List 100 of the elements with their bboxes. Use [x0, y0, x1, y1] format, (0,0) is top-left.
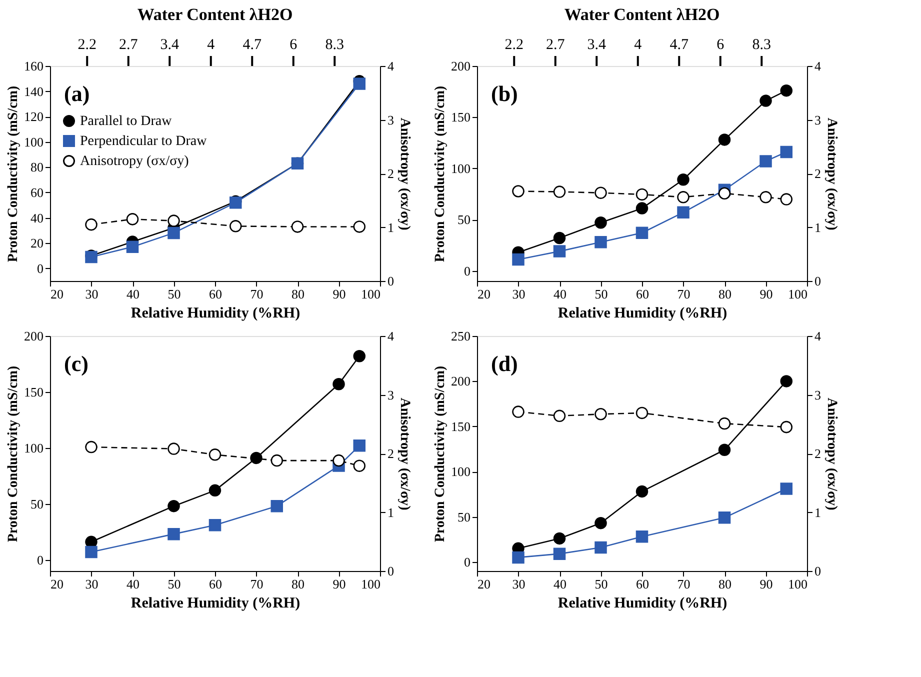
- y-tick-label: 200: [451, 374, 470, 389]
- annotation: (a): [64, 81, 90, 106]
- text: 3.4: [587, 37, 606, 53]
- x-tick-label: 70: [677, 286, 690, 302]
- x-tick-label: 20: [50, 576, 64, 592]
- y-tick-label: 100: [24, 440, 44, 456]
- x-tick-label: 30: [85, 286, 98, 302]
- x-tick-label: 30: [512, 576, 526, 592]
- y-tick-label: 40: [30, 210, 44, 226]
- x-tick-label: 60: [636, 576, 649, 592]
- y-tick-label: 160: [24, 58, 44, 74]
- x-axis-title: Relative Humidity (%RH): [558, 596, 728, 612]
- y-tick-label: 50: [458, 212, 470, 228]
- y2-tick-label: 0: [388, 274, 394, 288]
- x2-axis-title: Water Content λH2O: [564, 5, 720, 24]
- x-tick-label: 50: [594, 576, 608, 592]
- y2-tick-label: 2: [814, 166, 821, 181]
- x-tick-label: 80: [292, 576, 304, 592]
- annotation: (c): [64, 351, 88, 376]
- text: 4: [634, 37, 642, 53]
- x-tick-label: 100: [788, 286, 808, 302]
- text: 4: [207, 37, 216, 53]
- x-axis-title: Relative Humidity (%RH): [130, 306, 300, 322]
- x-tick-label: 100: [361, 286, 380, 302]
- text: 2.7: [546, 37, 566, 53]
- x-axis-title: Relative Humidity (%RH): [558, 306, 728, 322]
- text: 3.4: [160, 37, 180, 53]
- y-tick-label: 150: [451, 110, 470, 125]
- y2-axis-title: Anisotropy (σx/σy): [397, 398, 412, 511]
- y-tick-label: 140: [24, 84, 44, 99]
- text: 6: [716, 37, 725, 53]
- y2-tick-label: 4: [814, 58, 822, 74]
- y-tick-label: 120: [24, 109, 44, 124]
- y-tick-label: 150: [24, 384, 44, 400]
- y2-tick-label: 1: [388, 220, 394, 235]
- y-axis-title: Proton Conductivity (mS/cm): [6, 366, 21, 542]
- x-tick-label: 80: [718, 286, 732, 302]
- y2-axis-title: Anisotropy (σx/σy): [824, 398, 839, 511]
- y2-tick-label: 4: [814, 328, 822, 344]
- y-axis-title: Proton Conductivity (mS/cm): [433, 366, 448, 542]
- legend-label: Parallel to Draw: [80, 114, 173, 129]
- x-tick-label: 100: [361, 576, 380, 592]
- y-tick-label: 20: [30, 236, 44, 251]
- x-tick-label: 50: [168, 576, 181, 592]
- x-tick-label: 70: [250, 576, 264, 592]
- x2-axis-title: Water Content λH2O: [137, 5, 293, 24]
- y-tick-label: 50: [458, 509, 470, 524]
- text: 4.7: [670, 37, 689, 53]
- y2-tick-label: 2: [388, 446, 394, 461]
- y2-tick-label: 3: [814, 387, 821, 402]
- x-axis-title: Relative Humidity (%RH): [130, 596, 300, 612]
- x-tick-label: 40: [554, 286, 566, 302]
- x-tick-label: 40: [554, 576, 566, 592]
- y2-tick-label: 1: [388, 504, 394, 520]
- x-tick-label: 30: [512, 286, 526, 302]
- x-tick-label: 20: [478, 576, 490, 592]
- x-tick-label: 60: [636, 286, 649, 302]
- y2-axis-title: Anisotropy (σx/σy): [824, 118, 839, 231]
- x-tick-label: 90: [760, 286, 773, 302]
- annotation: (d): [491, 351, 518, 376]
- x-tick-label: 50: [594, 286, 608, 302]
- y2-tick-label: 0: [814, 274, 821, 288]
- x-tick-label: 40: [126, 286, 140, 302]
- y-tick-label: 80: [30, 160, 44, 175]
- y-tick-label: 100: [451, 464, 470, 480]
- text: 4.7: [242, 37, 262, 53]
- y2-tick-label: 1: [814, 220, 821, 235]
- x-tick-label: 90: [760, 576, 773, 592]
- legend-label: Anisotropy (σx/σy): [80, 154, 190, 169]
- y-tick-label: 0: [464, 554, 470, 570]
- x-tick-label: 90: [332, 576, 346, 592]
- y-tick-label: 60: [30, 184, 44, 200]
- y2-tick-label: 2: [388, 166, 394, 181]
- x-tick-label: 20: [478, 286, 490, 302]
- y-tick-label: 200: [451, 58, 470, 74]
- x-tick-label: 30: [85, 576, 98, 592]
- x-tick-label: 20: [50, 286, 64, 302]
- y2-tick-label: 2: [814, 446, 821, 461]
- x-tick-label: 60: [209, 576, 222, 592]
- y-tick-label: 100: [451, 160, 470, 176]
- y2-tick-label: 0: [388, 564, 394, 578]
- y2-tick-label: 4: [388, 328, 394, 344]
- x-tick-label: 100: [788, 576, 808, 592]
- y2-axis-title: Anisotropy (σx/σy): [397, 118, 412, 231]
- y-tick-label: 250: [451, 328, 470, 344]
- y-tick-label: 0: [37, 552, 44, 568]
- y2-tick-label: 3: [814, 112, 821, 128]
- y-tick-label: 50: [30, 496, 44, 512]
- text: 2.2: [504, 37, 524, 53]
- x-tick-label: 70: [250, 286, 264, 302]
- y2-tick-label: 0: [814, 564, 821, 578]
- y2-tick-label: 4: [388, 58, 394, 74]
- x-tick-label: 70: [677, 576, 690, 592]
- text: 6: [290, 37, 298, 53]
- y2-tick-label: 1: [814, 504, 821, 520]
- x-tick-label: 80: [718, 576, 732, 592]
- y-tick-label: 200: [24, 328, 44, 344]
- legend-label: Perpendicular to Draw: [80, 134, 208, 149]
- y-tick-label: 0: [37, 260, 44, 276]
- annotation: (b): [491, 81, 518, 106]
